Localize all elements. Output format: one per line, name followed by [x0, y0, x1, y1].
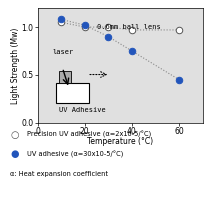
Bar — [59, 71, 71, 83]
Text: 0.6mm ball lens: 0.6mm ball lens — [97, 24, 161, 30]
Point — [130, 28, 134, 31]
Point — [107, 26, 110, 29]
Text: ○: ○ — [10, 130, 19, 140]
Text: α: Heat expansion coefficient: α: Heat expansion coefficient — [10, 171, 108, 177]
Text: UV Adhesive: UV Adhesive — [59, 108, 106, 113]
Point — [60, 18, 63, 21]
Point — [177, 28, 181, 31]
Bar — [56, 83, 89, 103]
Point — [177, 78, 181, 81]
Point — [83, 24, 87, 27]
Y-axis label: Light Strength (Mw): Light Strength (Mw) — [11, 27, 20, 104]
Point — [83, 26, 87, 29]
Point — [60, 21, 63, 24]
Text: Precision UV adhesive (α=2x10-5/°C): Precision UV adhesive (α=2x10-5/°C) — [27, 131, 151, 138]
Point — [130, 49, 134, 52]
Text: UV adhesive (α=30x10-5/°C): UV adhesive (α=30x10-5/°C) — [27, 151, 124, 158]
Text: laser: laser — [52, 49, 74, 55]
Point — [107, 35, 110, 38]
Text: ●: ● — [10, 149, 19, 159]
X-axis label: Temperature (°C): Temperature (°C) — [87, 137, 153, 146]
